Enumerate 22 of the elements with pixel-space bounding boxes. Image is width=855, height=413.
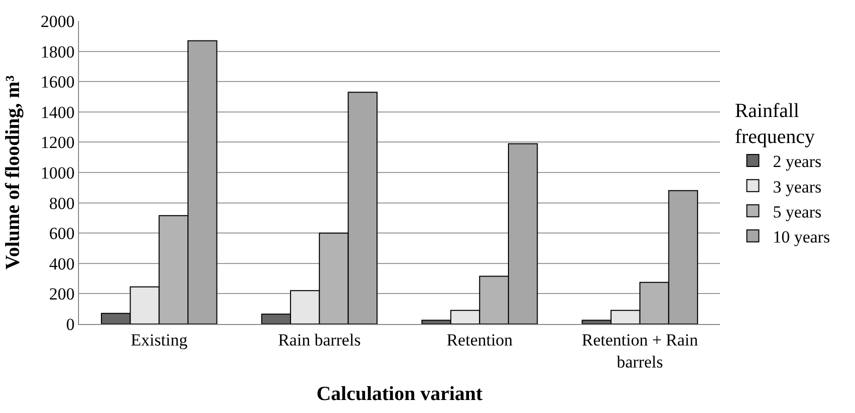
x-tick-label: Existing <box>130 330 188 350</box>
y-tick-label: 1200 <box>40 133 75 152</box>
legend-label: 10 years <box>772 227 830 246</box>
legend-label: 2 years <box>772 152 822 172</box>
y-tick-label: 400 <box>49 254 75 274</box>
x-tick-label: Retention + Rain barrels <box>582 330 699 372</box>
legend-label: 5 years <box>772 202 822 222</box>
y-tick-label: 1400 <box>40 102 75 122</box>
y-tick-label: 0 <box>66 314 75 334</box>
y-tick-label: 2000 <box>40 12 75 31</box>
x-tick-label: Rain barrels <box>278 330 361 350</box>
y-tick-label: 1000 <box>40 163 75 182</box>
y-tick-label: 1600 <box>40 72 75 92</box>
y-axis-title: Volume of flooding, m³ <box>2 75 24 270</box>
x-axis-title: Calculation variant <box>316 383 483 405</box>
y-tick-label: 1800 <box>40 42 75 62</box>
x-tick-label: Retention <box>446 330 514 350</box>
legend-label: 3 years <box>772 177 822 196</box>
y-tick-label: 800 <box>49 194 75 213</box>
y-tick-label: 600 <box>49 224 75 244</box>
legend-title: Rainfall frequency <box>734 100 815 148</box>
y-tick-label: 200 <box>49 284 75 304</box>
